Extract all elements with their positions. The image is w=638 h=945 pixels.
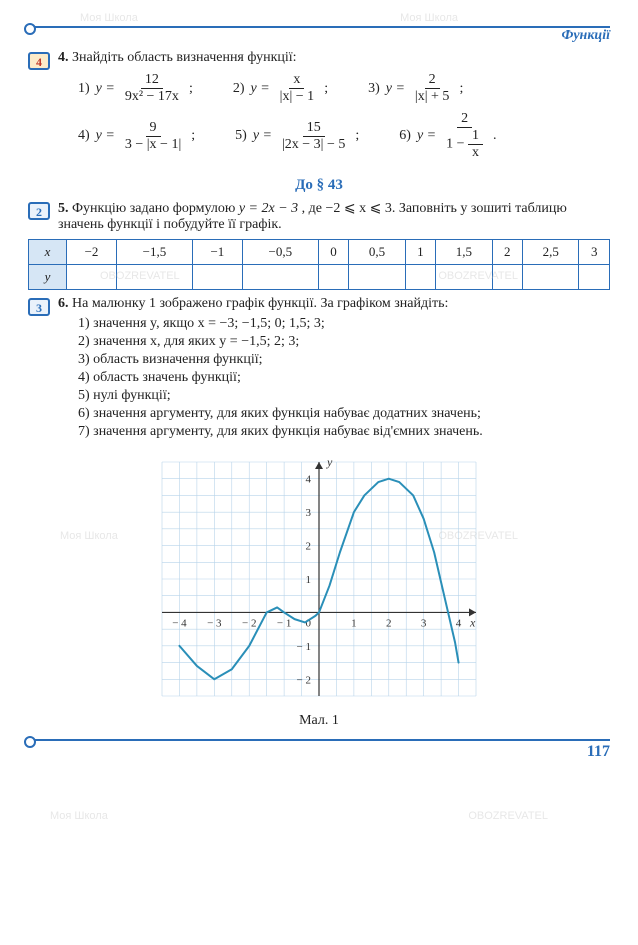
table-cell: 0 bbox=[318, 240, 349, 265]
svg-text:− 2: − 2 bbox=[297, 674, 311, 686]
watermark: Моя Школа bbox=[400, 12, 458, 24]
difficulty-tag: 3 bbox=[28, 298, 50, 316]
difficulty-tag: 2 bbox=[28, 202, 50, 220]
svg-text:4: 4 bbox=[306, 474, 312, 486]
graph-figure: − 4− 3− 2− 11234− 2− 112340xy Мал. 1 bbox=[28, 454, 610, 729]
svg-text:1: 1 bbox=[306, 574, 312, 586]
formula-list: 1)y =129x² − 17x; 2)y =x|x| − 1; 3)y =2|x|… bbox=[78, 72, 610, 161]
svg-text:3: 3 bbox=[306, 507, 312, 519]
task-number: 6. bbox=[58, 296, 69, 311]
function-graph: − 4− 3− 2− 11234− 2− 112340xy bbox=[154, 454, 484, 704]
table-cell bbox=[349, 265, 405, 290]
task-number: 5. bbox=[58, 201, 69, 216]
sublist-item: 6) значення аргументу, для яких функція … bbox=[78, 406, 610, 422]
svg-text:4: 4 bbox=[456, 617, 462, 629]
table-cell: 1,5 bbox=[436, 240, 492, 265]
table-cell bbox=[579, 265, 610, 290]
table-cell bbox=[492, 265, 523, 290]
svg-text:3: 3 bbox=[421, 617, 427, 629]
sublist-item: 2) значення x, для яких y = −1,5; 2; 3; bbox=[78, 334, 610, 350]
table-cell: −0,5 bbox=[242, 240, 318, 265]
table-header-y: y bbox=[29, 265, 67, 290]
task-4: 4 4. Знайдіть область визначення функції… bbox=[28, 50, 610, 167]
table-cell bbox=[523, 265, 579, 290]
task-5: 2 5. Функцію задано формулою y = 2x − 3 … bbox=[28, 200, 610, 233]
table-cell: −2 bbox=[67, 240, 117, 265]
formula-item: 3)y =2|x| + 5; bbox=[368, 72, 463, 105]
section-title: До § 43 bbox=[28, 177, 610, 194]
task-intro: На малюнку 1 зображено графік функції. З… bbox=[72, 296, 448, 311]
watermark: Моя Школа bbox=[50, 810, 108, 822]
table-cell: 0,5 bbox=[349, 240, 405, 265]
sublist-item: 7) значення аргументу, для яких функція … bbox=[78, 424, 610, 440]
task-sublist: 1) значення y, якщо x = −3; −1,5; 0; 1,5… bbox=[78, 316, 610, 440]
page-number: 117 bbox=[28, 743, 610, 761]
table-cell: −1 bbox=[192, 240, 242, 265]
svg-text:1: 1 bbox=[351, 617, 357, 629]
table-cell bbox=[318, 265, 349, 290]
formula-item: 4)y =93 − |x − 1|; bbox=[78, 111, 195, 161]
formula-item: 1)y =129x² − 17x; bbox=[78, 72, 193, 105]
svg-text:2: 2 bbox=[306, 541, 312, 553]
table-cell: 3 bbox=[579, 240, 610, 265]
table-header-x: x bbox=[29, 240, 67, 265]
task-text: Знайдіть область визначення функції: bbox=[72, 50, 297, 65]
table-cell: 1 bbox=[405, 240, 436, 265]
svg-text:y: y bbox=[326, 455, 333, 469]
svg-text:2: 2 bbox=[386, 617, 392, 629]
table-cell bbox=[117, 265, 193, 290]
task-text: Функцію задано формулою bbox=[72, 201, 239, 216]
watermark: Моя Школа bbox=[80, 12, 138, 24]
difficulty-tag: 4 bbox=[28, 52, 50, 70]
graph-caption: Мал. 1 bbox=[28, 713, 610, 729]
sublist-item: 4) область значень функції; bbox=[78, 370, 610, 386]
table-cell: 2 bbox=[492, 240, 523, 265]
svg-text:− 2: − 2 bbox=[242, 617, 256, 629]
table-cell bbox=[67, 265, 117, 290]
table-cell bbox=[192, 265, 242, 290]
watermark: OBOZREVATEL bbox=[468, 810, 548, 822]
table-cell bbox=[436, 265, 492, 290]
task-6: 3 6. На малюнку 1 зображено графік функц… bbox=[28, 296, 610, 444]
sublist-item: 5) нулі функції; bbox=[78, 388, 610, 404]
header-rule bbox=[28, 26, 610, 28]
svg-text:− 1: − 1 bbox=[297, 641, 311, 653]
formula-item: 6)y =21 − 1x. bbox=[399, 111, 496, 161]
sublist-item: 3) область визначення функції; bbox=[78, 352, 610, 368]
section-label: Функції bbox=[28, 28, 610, 44]
sublist-item: 1) значення y, якщо x = −3; −1,5; 0; 1,5… bbox=[78, 316, 610, 332]
task-formula: y = 2x − 3 bbox=[239, 201, 298, 216]
formula-item: 5)y =15|2x − 3| − 5; bbox=[235, 111, 359, 161]
footer-rule bbox=[28, 739, 610, 741]
svg-text:− 3: − 3 bbox=[207, 617, 222, 629]
svg-text:− 1: − 1 bbox=[277, 617, 291, 629]
table-cell: 2,5 bbox=[523, 240, 579, 265]
table-cell bbox=[405, 265, 436, 290]
formula-item: 2)y =x|x| − 1; bbox=[233, 72, 328, 105]
svg-text:− 4: − 4 bbox=[172, 617, 187, 629]
svg-text:x: x bbox=[469, 615, 476, 629]
values-table: x−2−1,5−1−0,500,511,522,53 y bbox=[28, 239, 610, 290]
table-cell bbox=[242, 265, 318, 290]
task-number: 4. bbox=[58, 50, 69, 65]
table-cell: −1,5 bbox=[117, 240, 193, 265]
